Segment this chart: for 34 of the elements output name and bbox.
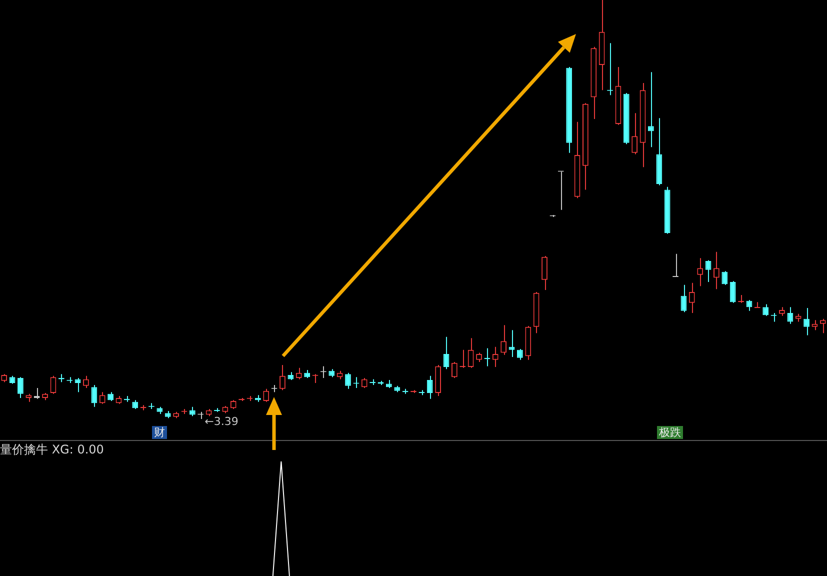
candlestick	[688, 282, 695, 314]
candlestick	[74, 377, 81, 393]
candlestick	[468, 338, 474, 368]
text: 极跌	[657, 426, 683, 439]
candlestick	[648, 72, 654, 148]
candlestick	[722, 270, 728, 286]
candlestick	[50, 375, 56, 394]
candlestick	[296, 367, 302, 380]
candlestick	[263, 388, 270, 402]
candlestick	[697, 258, 704, 287]
candlestick	[812, 320, 818, 331]
text: 财	[152, 426, 167, 439]
candlestick	[280, 364, 286, 391]
candlestick	[451, 362, 458, 378]
candlestick	[714, 251, 720, 290]
annotation: ←3.39	[204, 414, 238, 428]
chart-title: 量价擒牛 XG: 0.00	[0, 442, 104, 456]
candlestick	[820, 318, 826, 334]
candlestick	[492, 346, 498, 368]
candlestick	[508, 330, 515, 358]
candlestick	[460, 349, 466, 368]
candlestick	[443, 336, 450, 370]
candlestick	[345, 372, 351, 390]
candlestick	[804, 307, 810, 336]
candlestick	[787, 306, 794, 324]
candlestick	[426, 375, 433, 400]
candlestick	[18, 376, 24, 399]
candlestick	[189, 406, 196, 417]
candlestick	[500, 324, 507, 356]
candlestick	[91, 384, 98, 408]
candlestick	[705, 260, 712, 282]
candlestick	[730, 280, 736, 304]
candlestick	[542, 256, 548, 290]
candlestick	[632, 112, 638, 155]
